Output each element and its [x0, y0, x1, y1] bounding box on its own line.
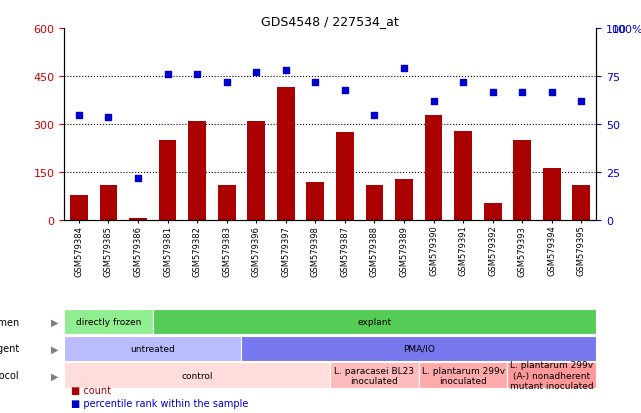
Bar	[513, 141, 531, 221]
Text: ■ percentile rank within the sample: ■ percentile rank within the sample	[71, 398, 248, 408]
Point	[281, 68, 291, 74]
Bar	[572, 186, 590, 221]
Text: L. paracasei BL23
inoculated: L. paracasei BL23 inoculated	[335, 366, 415, 385]
Point	[517, 89, 528, 95]
Bar	[365, 186, 383, 221]
Point	[369, 112, 379, 119]
Point	[310, 79, 320, 86]
Point	[428, 99, 438, 105]
Text: specimen: specimen	[0, 317, 19, 327]
Bar	[159, 141, 176, 221]
Bar	[247, 122, 265, 221]
Bar	[484, 203, 501, 221]
Text: agent: agent	[0, 344, 19, 354]
Text: ▶: ▶	[51, 317, 58, 327]
Text: L. plantarum 299v
(A-) nonadherent
mutant inoculated: L. plantarum 299v (A-) nonadherent mutan…	[510, 361, 594, 390]
Text: untreated: untreated	[130, 344, 175, 353]
Bar	[70, 195, 88, 221]
Point	[192, 72, 203, 78]
Text: ▶: ▶	[51, 370, 58, 380]
Text: ▶: ▶	[51, 344, 58, 354]
Bar	[129, 218, 147, 221]
Text: L. plantarum 299v
inoculated: L. plantarum 299v inoculated	[422, 366, 504, 385]
Bar	[277, 88, 295, 221]
Point	[251, 70, 262, 76]
Text: PMA/IO: PMA/IO	[403, 344, 435, 353]
Bar	[218, 186, 235, 221]
Point	[547, 89, 557, 95]
Bar	[395, 179, 413, 221]
Bar	[543, 168, 561, 221]
Point	[576, 99, 587, 105]
Text: explant: explant	[358, 317, 392, 326]
Bar	[188, 122, 206, 221]
Bar	[99, 186, 117, 221]
Point	[488, 89, 498, 95]
Point	[458, 79, 468, 86]
Point	[74, 112, 84, 119]
Bar	[336, 133, 354, 221]
Point	[162, 72, 172, 78]
Bar	[425, 115, 442, 221]
Text: directly frozen: directly frozen	[76, 317, 141, 326]
Bar	[306, 183, 324, 221]
Text: ■ count: ■ count	[71, 385, 110, 395]
Point	[399, 66, 409, 73]
Point	[133, 176, 143, 182]
Bar	[454, 131, 472, 221]
Text: control: control	[181, 371, 213, 380]
Point	[340, 87, 350, 94]
Title: GDS4548 / 227534_at: GDS4548 / 227534_at	[262, 15, 399, 28]
Y-axis label: 100%: 100%	[612, 25, 641, 35]
Point	[222, 79, 232, 86]
Text: protocol: protocol	[0, 370, 19, 380]
Point	[103, 114, 113, 121]
